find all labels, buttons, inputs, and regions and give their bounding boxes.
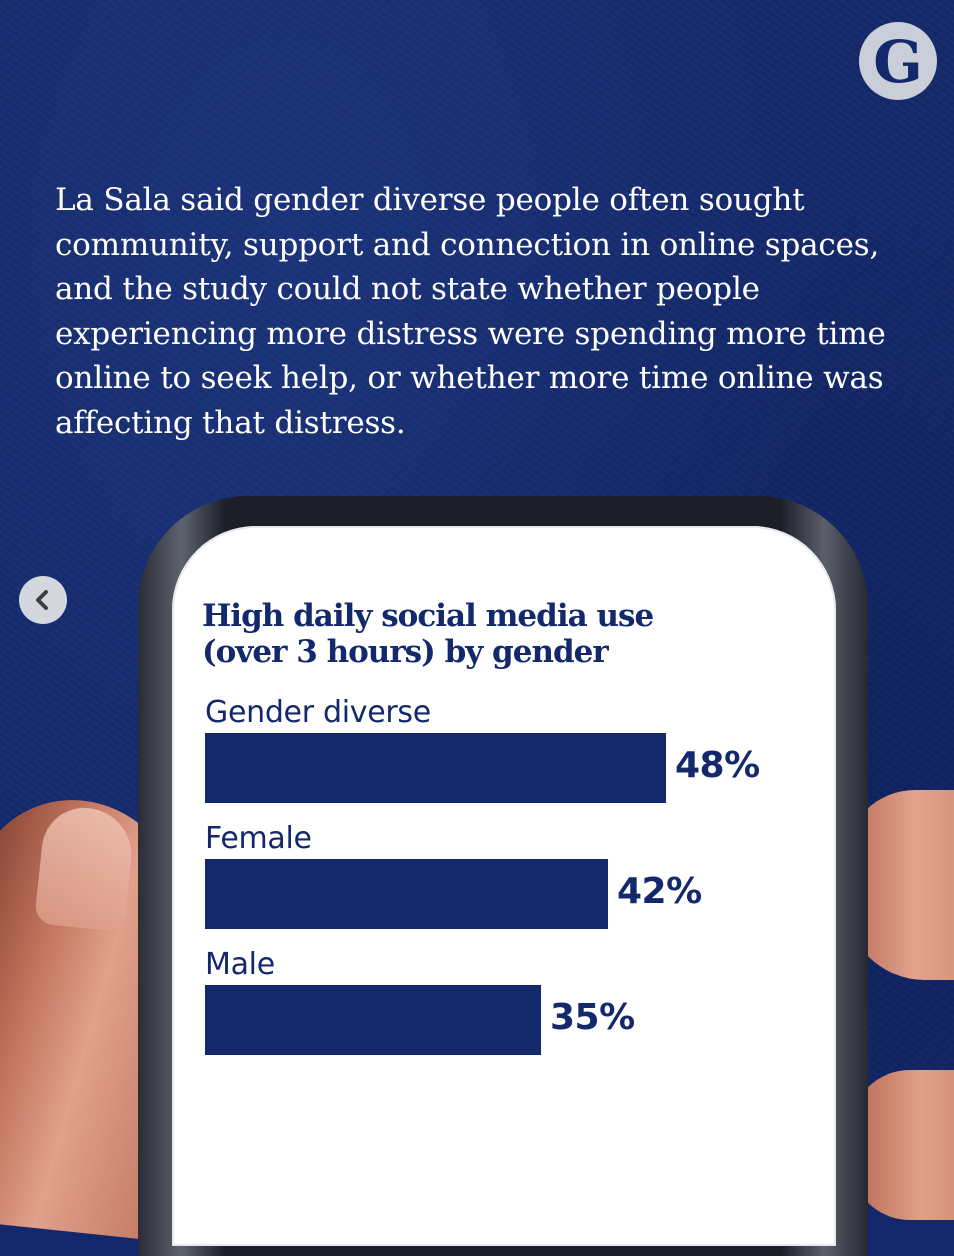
category-label: Gender diverse	[205, 695, 431, 730]
value-label: 35%	[550, 997, 635, 1038]
logo-letter: G	[873, 28, 923, 96]
value-label: 48%	[675, 745, 760, 786]
bar	[205, 733, 666, 803]
previous-slide-button[interactable]	[19, 576, 67, 624]
chart-title: High daily social media use (over 3 hour…	[202, 598, 762, 670]
bar	[205, 985, 541, 1055]
bar	[205, 859, 608, 929]
guardian-logo: G	[859, 22, 937, 100]
chevron-left-icon	[36, 590, 48, 610]
chart-title-line-2: (over 3 hours) by gender	[202, 634, 609, 670]
value-label: 42%	[617, 871, 702, 912]
category-label: Male	[205, 947, 275, 982]
chart-title-line-1: High daily social media use	[202, 598, 654, 634]
headline-text: La Sala said gender diverse people often…	[55, 182, 886, 441]
category-label: Female	[205, 821, 312, 856]
